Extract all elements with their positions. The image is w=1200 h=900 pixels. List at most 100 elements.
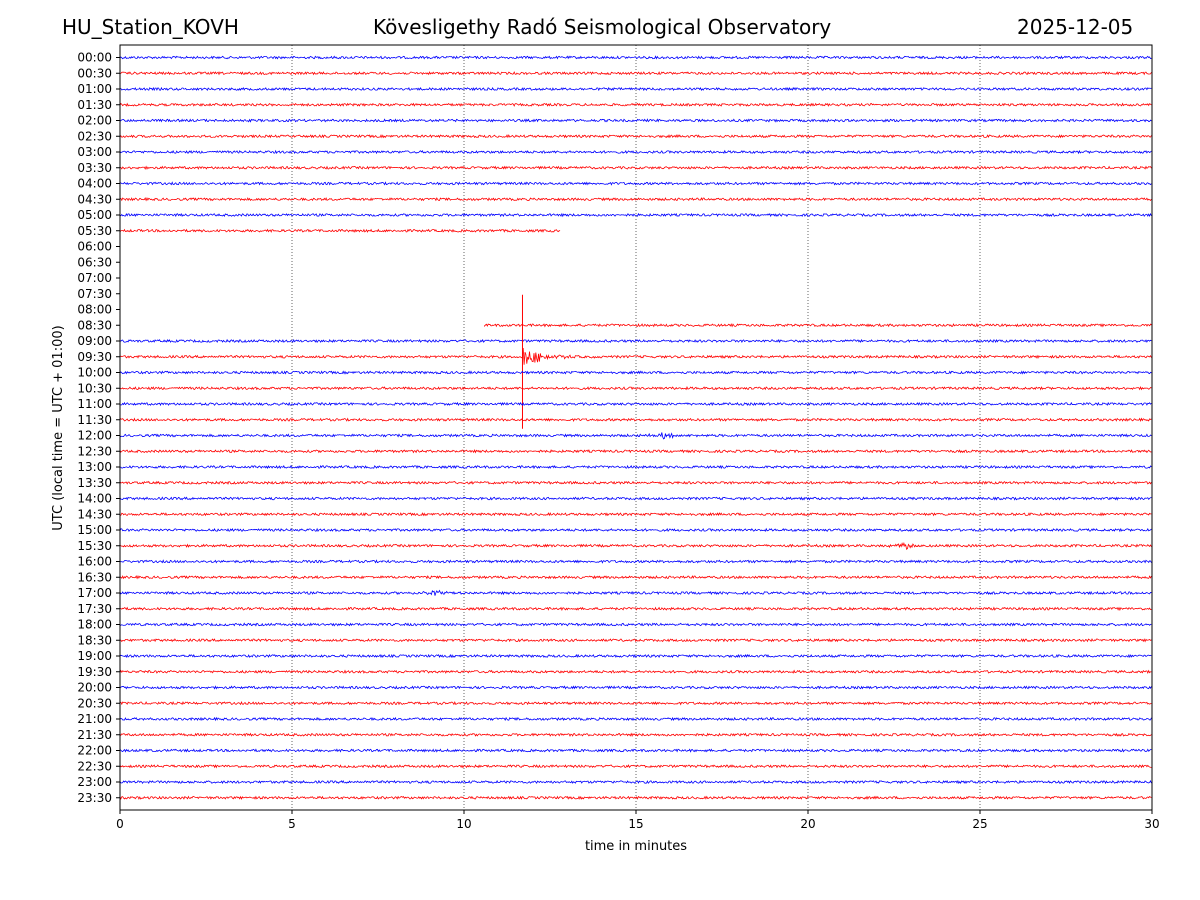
x-tick-label: 10 xyxy=(456,817,471,831)
y-tick-label: 03:30 xyxy=(77,161,112,175)
x-tick-label: 20 xyxy=(800,817,815,831)
trace-1800 xyxy=(119,622,1152,627)
trace-1200 xyxy=(119,432,1152,440)
y-tick-label: 06:00 xyxy=(77,240,112,254)
y-tick-label: 01:00 xyxy=(77,82,112,96)
trace-0330 xyxy=(119,165,1152,170)
y-tick-label: 15:00 xyxy=(77,523,112,537)
trace-1700 xyxy=(119,589,1152,596)
trace-2300 xyxy=(119,779,1152,785)
x-tick-label: 15 xyxy=(628,817,643,831)
trace-0030 xyxy=(119,71,1152,76)
y-tick-label: 02:00 xyxy=(77,114,112,128)
trace-0430 xyxy=(119,197,1152,202)
y-tick-label: 09:30 xyxy=(77,350,112,364)
y-tick-label: 19:00 xyxy=(77,649,112,663)
y-tick-label: 02:30 xyxy=(77,129,112,143)
trace-1400 xyxy=(119,496,1152,501)
trace-0300 xyxy=(119,149,1152,155)
trace-2030 xyxy=(119,700,1152,706)
y-tick-label: 23:30 xyxy=(77,791,112,805)
trace-2130 xyxy=(119,732,1152,738)
x-axis-label: time in minutes xyxy=(585,839,687,854)
x-tick-label: 0 xyxy=(116,817,124,831)
y-tick-label: 13:00 xyxy=(77,460,112,474)
y-tick-label: 05:00 xyxy=(77,208,112,222)
y-axis-label: UTC (local time = UTC + 01:00) xyxy=(51,325,66,530)
trace-0130 xyxy=(119,102,1152,107)
trace-1130 xyxy=(119,417,1152,423)
y-tick-label: 12:00 xyxy=(77,429,112,443)
x-tick-label: 25 xyxy=(972,817,987,831)
trace-1430 xyxy=(119,512,1152,517)
trace-0900 xyxy=(119,338,1152,344)
trace-0830 xyxy=(484,323,1152,328)
trace-0400 xyxy=(119,181,1152,186)
y-tick-label: 00:00 xyxy=(77,51,112,65)
trace-0930 xyxy=(119,347,1152,365)
trace-1530 xyxy=(119,541,1152,551)
y-tick-label: 16:00 xyxy=(77,555,112,569)
trace-1030 xyxy=(119,386,1152,391)
grid-lines xyxy=(291,45,981,810)
y-tick-label: 04:00 xyxy=(77,177,112,191)
trace-2100 xyxy=(119,716,1152,722)
y-tick-label: 03:00 xyxy=(77,145,112,159)
y-tick-label: 14:30 xyxy=(77,507,112,521)
trace-layer xyxy=(119,55,1152,800)
y-tick-label: 19:30 xyxy=(77,665,112,679)
y-tick-label: 17:00 xyxy=(77,586,112,600)
trace-0530 xyxy=(119,228,561,233)
x-tick-label: 5 xyxy=(288,817,296,831)
y-tick-label: 10:00 xyxy=(77,366,112,380)
y-tick-label: 14:00 xyxy=(77,492,112,506)
y-tick-label: 10:30 xyxy=(77,381,112,395)
trace-1330 xyxy=(119,480,1152,485)
y-tick-label: 05:30 xyxy=(77,224,112,238)
x-tick-label: 30 xyxy=(1144,817,1159,831)
y-tick-label: 22:30 xyxy=(77,759,112,773)
trace-2200 xyxy=(119,748,1152,753)
y-tick-label: 06:30 xyxy=(77,255,112,269)
trace-1630 xyxy=(119,575,1152,580)
trace-0100 xyxy=(119,86,1152,92)
y-tick-label: 01:30 xyxy=(77,98,112,112)
chart-title: Kövesligethy Radó Seismological Observat… xyxy=(373,15,832,39)
y-tick-label: 21:30 xyxy=(77,728,112,742)
y-tick-label: 13:30 xyxy=(77,476,112,490)
y-tick-label: 04:30 xyxy=(77,192,112,206)
trace-1900 xyxy=(119,653,1152,659)
y-tick-label: 16:30 xyxy=(77,570,112,584)
y-tick-label: 08:00 xyxy=(77,303,112,317)
y-tick-label: 17:30 xyxy=(77,602,112,616)
trace-1600 xyxy=(119,559,1152,564)
y-tick-label: 22:00 xyxy=(77,744,112,758)
trace-2230 xyxy=(119,764,1152,769)
y-tick-label: 07:30 xyxy=(77,287,112,301)
trace-1830 xyxy=(119,638,1152,643)
y-tick-label: 15:30 xyxy=(77,539,112,553)
y-tick-label: 08:30 xyxy=(77,318,112,332)
y-tick-label: 21:00 xyxy=(77,712,112,726)
y-tick-label: 07:00 xyxy=(77,271,112,285)
chart-date: 2025-12-05 xyxy=(1017,15,1134,39)
trace-1930 xyxy=(119,669,1152,674)
trace-2000 xyxy=(119,685,1152,690)
y-tick-label: 18:00 xyxy=(77,618,112,632)
y-tick-label: 11:30 xyxy=(77,413,112,427)
y-tick-label: 18:30 xyxy=(77,633,112,647)
trace-0000 xyxy=(119,55,1152,60)
station-name: HU_Station_KOVH xyxy=(62,15,239,39)
trace-1500 xyxy=(119,527,1152,533)
trace-2330 xyxy=(119,795,1152,800)
trace-0500 xyxy=(119,212,1152,218)
trace-0200 xyxy=(119,118,1152,123)
y-tick-label: 20:00 xyxy=(77,681,112,695)
trace-1000 xyxy=(119,370,1152,375)
y-tick-label: 09:00 xyxy=(77,334,112,348)
trace-1730 xyxy=(119,606,1152,612)
trace-0230 xyxy=(119,134,1152,139)
trace-1100 xyxy=(119,401,1152,407)
